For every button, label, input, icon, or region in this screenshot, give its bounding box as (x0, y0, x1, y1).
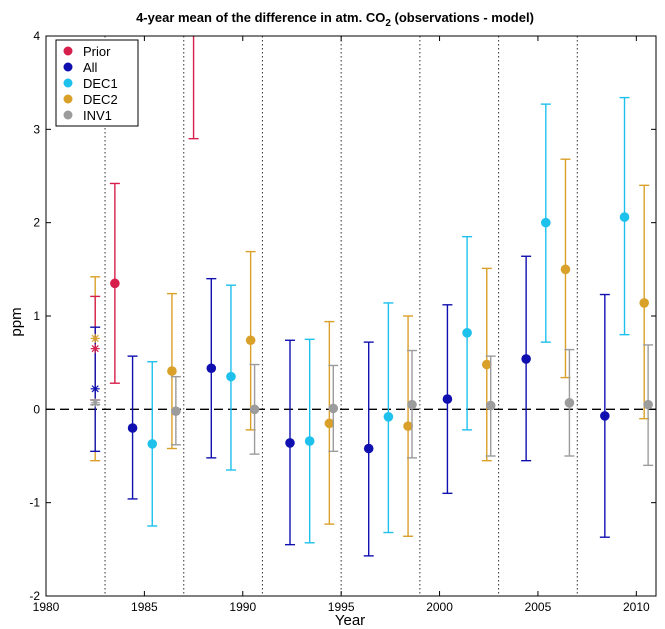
y-tick-label: -2 (29, 589, 40, 603)
star-marker-stroke (91, 345, 99, 353)
x-tick-label: 1990 (229, 600, 256, 614)
point-dec1-3 (383, 412, 394, 422)
x-tick-label: 2005 (525, 600, 552, 614)
x-axis-title: Year (335, 612, 365, 629)
point-dec2-5 (560, 264, 571, 275)
y-tick-label: 2 (33, 216, 40, 230)
plot-inner (46, 36, 656, 596)
star-marker-prior (90, 344, 100, 354)
point-all-1 (206, 363, 217, 374)
x-tick-label: 2010 (623, 600, 650, 614)
y-tick-label: 4 (33, 29, 40, 43)
point-all-4 (442, 394, 453, 404)
point-prior-0 (110, 278, 120, 289)
star-marker-all (90, 384, 100, 394)
chart-title: 4-year mean of the difference in atm. CO… (136, 10, 534, 29)
star-marker-stroke (91, 385, 99, 393)
plot-area: 1980 1985 1990 1995 2000 2005 2010 -2 -1 0 1 2 3 4 Pri… (29, 29, 657, 614)
point-dec2-3 (403, 421, 413, 431)
point-inv1-1 (249, 404, 260, 415)
point-dec2-6 (639, 298, 649, 308)
star-marker-dec2 (90, 333, 100, 343)
legend-label-dec1: DEC1 (83, 76, 118, 91)
point-dec1-6 (619, 212, 630, 222)
point-dec2-2 (324, 418, 335, 429)
point-dec1-0 (147, 439, 158, 449)
point-dec1-4 (462, 328, 472, 338)
point-all-3 (363, 443, 374, 454)
star-marker-stroke (91, 399, 99, 407)
y-tick-label: -1 (29, 496, 40, 510)
y-tick-label: 1 (33, 309, 40, 323)
point-dec1-2 (304, 436, 315, 446)
x-tick-label: 1980 (33, 600, 60, 614)
point-dec1-1 (226, 371, 236, 382)
point-all-0 (127, 423, 138, 433)
point-dec2-1 (245, 335, 256, 346)
legend-label-prior: Prior (83, 44, 111, 59)
legend-label-inv1: INV1 (83, 108, 112, 123)
point-inv1-6 (643, 399, 653, 410)
y-tick-label: 3 (33, 122, 40, 136)
y-tick-label: 0 (33, 402, 40, 416)
point-inv1-0 (171, 406, 181, 417)
point-all-6 (600, 411, 610, 421)
point-inv1-5 (564, 398, 575, 408)
legend-marker-inv1 (63, 110, 73, 120)
x-tick-label: 1985 (131, 600, 158, 614)
star-marker-inv1 (90, 398, 100, 408)
legend-marker-prior (63, 46, 73, 56)
legend-marker-dec1 (63, 78, 73, 88)
x-tick-label: 2000 (426, 600, 453, 614)
point-inv1-3 (407, 399, 417, 410)
y-axis-title: ppm (8, 307, 25, 336)
point-all-5 (521, 354, 531, 364)
errorbar-prior-1 (188, 36, 199, 140)
legend-label-all: All (83, 60, 98, 75)
legend-marker-dec2 (63, 94, 73, 104)
legend-marker-all (63, 62, 73, 72)
point-dec2-0 (167, 366, 177, 376)
point-inv1-2 (328, 403, 339, 414)
point-dec1-5 (541, 217, 551, 228)
point-dec2-4 (481, 359, 492, 370)
x-tick-label: 1995 (328, 600, 355, 614)
legend-label-dec2: DEC2 (83, 92, 118, 107)
star-marker-stroke (91, 334, 99, 343)
point-inv1-4 (485, 400, 496, 411)
point-all-2 (285, 438, 295, 448)
